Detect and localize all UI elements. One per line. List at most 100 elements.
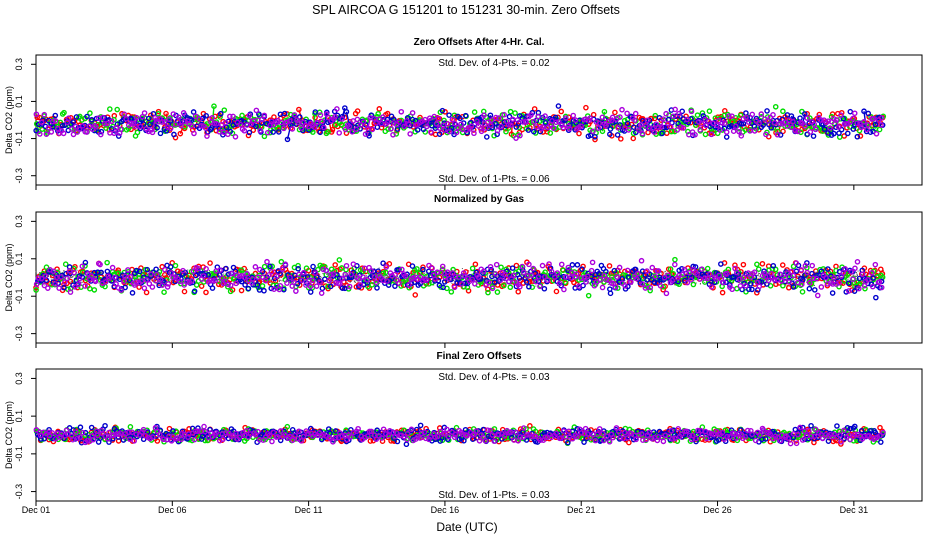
data-point [133,114,140,121]
data-point [759,260,766,267]
data-point [187,269,189,271]
data-point [537,128,544,135]
data-point [84,113,90,120]
data-point [859,277,861,279]
data-point [270,129,277,135]
data-point [52,118,59,124]
data-point [104,259,110,266]
data-point [98,282,100,284]
data-point [706,108,713,114]
data-point [754,261,760,268]
data-point [853,274,855,276]
data-point [565,114,572,121]
data-point [69,281,71,283]
data-point [76,126,83,133]
data-point [441,117,447,124]
data-point [278,279,280,281]
data-point [168,276,170,278]
data-point [515,288,522,295]
data-point [592,136,598,143]
data-point [270,281,272,283]
data-point [848,277,850,279]
data-point [813,284,815,286]
data-point [461,268,463,270]
data-point [692,122,699,128]
data-point [751,123,758,130]
data-point [435,115,442,122]
data-point [37,131,43,137]
data-point [217,110,224,117]
data-point [703,122,709,129]
data-point [457,115,463,122]
data-point [278,281,280,283]
data-point [409,110,416,116]
data-point [770,125,777,131]
data-point [333,121,339,128]
y-tick-label: 0.1 [14,253,24,266]
data-point [630,135,637,142]
data-point [756,274,758,276]
data-point [801,111,808,117]
data-point [672,256,678,263]
data-point [844,130,851,137]
data-point [107,106,113,112]
data-point [742,127,749,133]
data-point [239,112,245,119]
data-point [797,115,803,121]
data-point [221,107,228,113]
data-point [87,272,89,274]
data-point [607,284,609,286]
data-point [217,114,223,120]
data-point [645,129,651,136]
data-point [660,272,662,274]
data-point [113,124,119,131]
data-point [250,127,257,133]
data-point [160,274,162,276]
data-point [833,124,839,131]
data-point [690,281,697,288]
data-point [649,282,651,284]
data-point [383,276,385,278]
data-point [451,282,453,284]
data-point [448,289,455,295]
data-point [336,130,342,136]
data-point [821,126,828,132]
data-point [41,111,48,118]
data-point [621,117,628,124]
data-point [365,275,367,277]
data-point [45,125,52,131]
data-point [101,120,108,127]
data-point [369,126,376,133]
data-point [191,130,197,137]
data-point [312,109,319,115]
data-point [558,108,565,115]
data-point [675,120,681,127]
y-tick-label: -0.1 [14,288,24,304]
figure-title: SPL AIRCOA G 151201 to 151231 30-min. Ze… [312,3,620,17]
data-point [795,278,797,280]
data-point [426,275,428,277]
data-point [207,260,213,266]
data-point [296,114,303,120]
data-point [631,117,638,124]
data-point [652,112,659,119]
data-point [100,114,106,121]
data-point [253,123,259,130]
y-axis-label: Delta CO2 (ppm) [4,86,14,154]
data-point [867,129,874,136]
data-point [259,116,265,123]
data-point [261,112,268,119]
data-point [798,129,804,136]
data-point [70,119,77,125]
data-point [667,123,674,130]
data-point [753,115,760,122]
data-point [161,118,168,125]
data-point [770,112,776,118]
data-point [253,107,260,114]
data-point [276,275,278,277]
data-point [723,129,730,135]
data-point [755,266,762,272]
data-point [668,128,675,135]
series-purple [33,106,885,141]
data-point [281,110,288,117]
